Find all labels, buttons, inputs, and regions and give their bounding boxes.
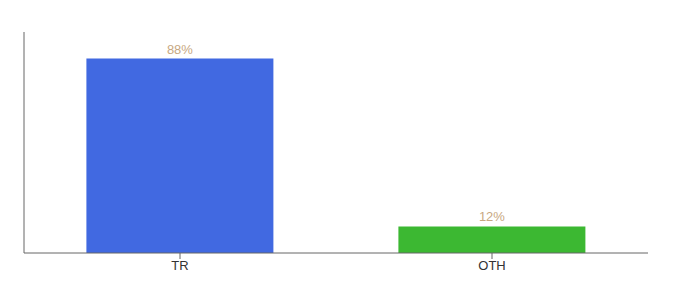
svg-text:88%: 88% [167, 42, 193, 57]
svg-text:TR: TR [171, 258, 188, 273]
svg-text:OTH: OTH [478, 258, 505, 273]
svg-text:12%: 12% [479, 209, 505, 224]
